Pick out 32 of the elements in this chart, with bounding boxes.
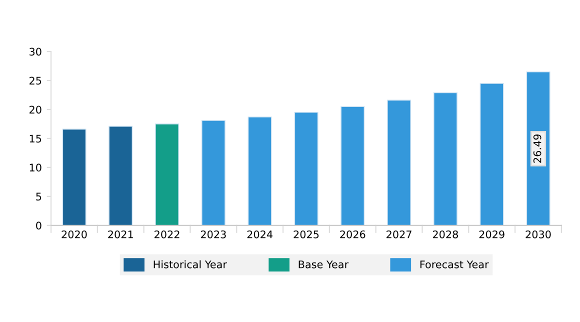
bar (201, 120, 226, 226)
y-tick-label: 15 (30, 134, 42, 143)
x-tick-label: 2027 (386, 230, 412, 238)
bar (248, 116, 272, 226)
legend-label: Base Year (298, 260, 349, 268)
x-tick-label: 2020 (62, 230, 87, 238)
y-tick-label: 30 (30, 48, 42, 56)
x-tick-label: 2026 (340, 230, 366, 238)
y-tick-label: 5 (36, 192, 42, 201)
x-tick-label: 2024 (247, 230, 273, 238)
bar (387, 100, 412, 226)
bar (480, 82, 504, 226)
y-tick-label: 25 (30, 76, 42, 85)
legend-label: Forecast Year (420, 260, 489, 268)
y-tick-label: 20 (30, 106, 42, 114)
x-tick-label: 2021 (108, 230, 133, 238)
x-tick-label: 2029 (479, 230, 504, 238)
x-tick-label: 2030 (526, 230, 551, 238)
bar (340, 106, 365, 226)
bar (62, 128, 86, 226)
bar (433, 92, 458, 226)
data-label: 26.49 (533, 134, 542, 163)
bar (108, 126, 133, 226)
bar (155, 124, 180, 226)
x-tick-label: 2023 (200, 230, 226, 238)
x-tick-label: 2028 (432, 230, 458, 238)
y-tick-label: 0 (36, 222, 42, 230)
y-tick-label: 10 (30, 164, 42, 172)
bar (294, 112, 318, 226)
x-tick-label: 2025 (294, 230, 319, 238)
x-tick-label: 2022 (154, 230, 180, 238)
legend-label: Historical Year (154, 260, 227, 268)
